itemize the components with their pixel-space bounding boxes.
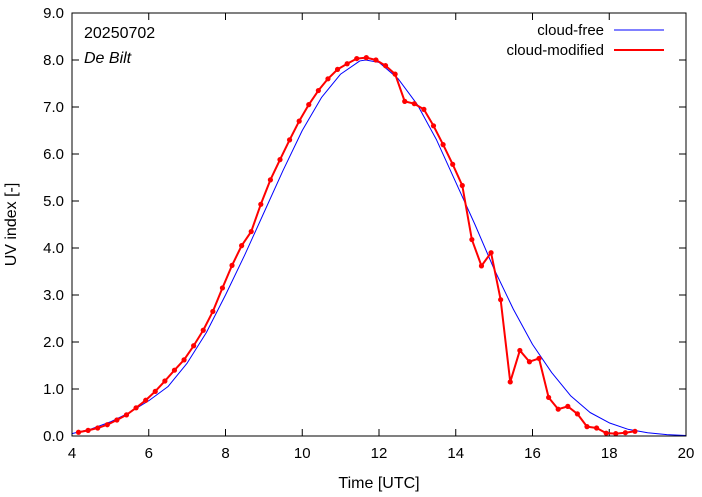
data-point-cloud-modified: [277, 157, 283, 163]
data-point-cloud-modified: [181, 357, 187, 363]
y-tick-label: 3.0: [43, 287, 64, 304]
data-point-cloud-modified: [593, 425, 600, 431]
data-point-cloud-modified: [171, 367, 178, 373]
data-point-cloud-modified: [95, 425, 101, 431]
data-point-cloud-modified: [286, 137, 293, 143]
series-line-cloud-free: [71, 59, 687, 437]
data-point-cloud-modified: [344, 61, 350, 67]
data-point-cloud-modified: [114, 417, 120, 423]
data-point-cloud-modified: [210, 308, 216, 315]
location-annotation: De Bilt: [84, 50, 132, 67]
data-point-cloud-modified: [469, 236, 475, 243]
y-tick-label: 0.0: [43, 428, 64, 445]
data-point-cloud-modified: [574, 411, 581, 417]
y-tick-label: 2.0: [43, 334, 64, 351]
data-point-cloud-modified: [459, 182, 465, 189]
data-point-cloud-modified: [373, 57, 379, 63]
data-point-cloud-modified: [382, 63, 389, 69]
data-point-cloud-modified: [315, 87, 321, 94]
data-point-cloud-modified: [248, 228, 254, 235]
x-tick-label: 8: [221, 445, 229, 462]
data-point-cloud-modified: [267, 177, 273, 183]
y-tick-label: 7.0: [43, 99, 64, 116]
data-point-cloud-modified: [363, 55, 369, 61]
data-point-cloud-modified: [143, 397, 149, 403]
x-tick-label: 20: [678, 445, 695, 462]
data-point-cloud-modified: [517, 347, 523, 354]
y-tick-label: 1.0: [43, 381, 64, 398]
data-point-cloud-modified: [239, 243, 245, 249]
data-point-cloud-modified: [488, 250, 494, 256]
data-point-cloud-modified: [411, 101, 417, 107]
data-point-cloud-modified: [85, 427, 91, 433]
data-point-cloud-modified: [325, 76, 331, 82]
data-point-cloud-modified: [306, 102, 312, 108]
data-point-cloud-modified: [440, 142, 446, 148]
y-tick-label: 4.0: [43, 240, 64, 257]
data-point-cloud-modified: [152, 388, 158, 394]
data-point-cloud-modified: [123, 412, 130, 418]
x-tick-label: 10: [294, 445, 311, 462]
y-tick-label: 9.0: [43, 5, 64, 22]
x-tick-label: 16: [524, 445, 541, 462]
data-point-cloud-modified: [296, 118, 302, 124]
x-tick-label: 14: [447, 445, 464, 462]
data-point-cloud-modified: [430, 123, 437, 129]
y-tick-label: 8.0: [43, 52, 64, 69]
x-tick-label: 18: [601, 445, 618, 462]
y-axis-ticks: 0.0 1.0 2.0 3.0 4.0 5.0 6.0 7.0 8.0 9.0: [43, 5, 686, 445]
data-point-cloud-modified: [565, 403, 571, 409]
data-point-cloud-modified: [200, 327, 206, 333]
data-point-cloud-modified: [191, 343, 197, 349]
data-point-cloud-modified: [334, 66, 341, 72]
data-point-cloud-modified: [546, 394, 552, 401]
x-tick-label: 6: [145, 445, 153, 462]
data-point-cloud-modified: [584, 424, 590, 430]
data-point-cloud-modified: [632, 428, 638, 434]
data-point-cloud-modified: [450, 161, 456, 167]
x-axis-label: Time [UTC]: [338, 475, 419, 492]
x-axis-ticks: 4 6 8 10 12 14 16 18 20: [68, 13, 695, 462]
y-tick-label: 5.0: [43, 193, 64, 210]
data-point-cloud-modified: [162, 378, 168, 384]
data-point-cloud-modified: [603, 430, 609, 436]
data-point-cloud-modified: [507, 379, 513, 385]
data-point-cloud-modified: [354, 55, 360, 62]
data-point-cloud-modified: [75, 429, 82, 435]
data-point-cloud-modified: [133, 405, 139, 411]
data-point-cloud-modified: [421, 106, 427, 112]
x-tick-label: 12: [371, 445, 388, 462]
data-point-cloud-modified: [258, 201, 264, 207]
legend: cloud-free cloud-modified: [506, 22, 664, 59]
data-point-cloud-modified: [613, 431, 619, 437]
legend-label-cloud-free: cloud-free: [537, 22, 604, 39]
data-point-cloud-modified: [104, 422, 110, 428]
data-point-cloud-modified: [622, 430, 628, 436]
data-point-cloud-modified: [402, 98, 408, 104]
data-point-cloud-modified: [555, 406, 561, 412]
date-annotation: 20250702: [84, 25, 155, 42]
data-point-cloud-modified: [498, 297, 504, 303]
y-tick-label: 6.0: [43, 146, 64, 163]
data-point-cloud-modified: [526, 359, 533, 365]
legend-label-cloud-modified: cloud-modified: [506, 42, 604, 59]
series-line-cloud-modified: [78, 56, 636, 435]
plot-frame: [71, 12, 687, 437]
data-point-cloud-modified: [536, 355, 542, 362]
data-point-cloud-modified: [229, 262, 235, 268]
x-tick-label: 4: [68, 445, 76, 462]
data-point-cloud-modified: [392, 71, 398, 77]
y-axis-label: UV index [-]: [3, 183, 20, 267]
data-point-cloud-modified: [478, 263, 485, 269]
plot-series: [71, 55, 687, 437]
data-point-cloud-modified: [219, 285, 226, 291]
